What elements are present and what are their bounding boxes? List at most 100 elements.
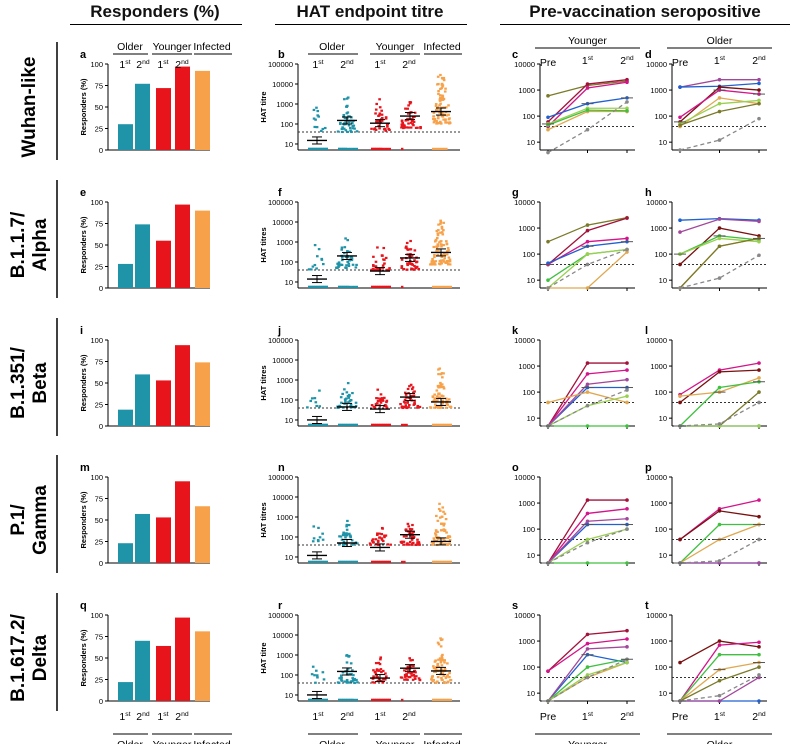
data-point (448, 258, 452, 261)
data-point (321, 147, 324, 150)
x-label-2nd-num: 2 (752, 55, 758, 67)
y-tick-label: 10000 (514, 336, 535, 345)
data-point (350, 672, 353, 676)
series-point (585, 632, 590, 637)
ordinal-younger-2nd-sup: nd (181, 711, 189, 718)
series-point (625, 77, 629, 82)
data-point (315, 669, 318, 672)
data-point (353, 677, 356, 681)
series-point (757, 368, 761, 372)
data-point (314, 423, 317, 426)
data-point (408, 396, 411, 399)
variant-label: Beta (30, 362, 51, 404)
data-point (434, 681, 438, 684)
series-point (585, 403, 590, 408)
data-point (375, 674, 379, 677)
data-point (436, 405, 440, 408)
data-point (376, 540, 380, 544)
data-point (379, 698, 383, 701)
data-point (400, 119, 404, 122)
data-point (439, 509, 442, 512)
series-point (757, 101, 761, 106)
series-point (757, 673, 761, 677)
y-axis-label: Responders (%) (79, 491, 88, 549)
data-point (434, 670, 437, 673)
data-point (372, 268, 376, 271)
data-point (404, 246, 408, 249)
data-point (382, 423, 385, 426)
data-point (405, 668, 408, 671)
data-point (404, 107, 407, 110)
data-point (338, 535, 341, 538)
data-point (341, 256, 344, 259)
series-point (678, 394, 682, 398)
data-point (379, 560, 383, 563)
data-point (444, 106, 448, 109)
series-point (625, 216, 629, 220)
data-point (410, 674, 414, 677)
data-point (439, 120, 442, 123)
series-line (547, 528, 628, 564)
series-point (757, 239, 761, 244)
data-point (445, 261, 449, 264)
series-point (717, 639, 722, 643)
series-point (585, 519, 590, 524)
data-point (407, 675, 411, 679)
series-line (679, 118, 760, 151)
data-point (433, 263, 437, 266)
data-point (441, 85, 444, 88)
data-point (434, 285, 437, 288)
data-point (375, 285, 378, 288)
data-point (413, 111, 417, 114)
data-point (439, 221, 443, 224)
data-point (316, 255, 319, 258)
series-point (625, 498, 629, 502)
data-point (437, 665, 440, 668)
y-tick-label: 100 (522, 250, 535, 259)
data-point (308, 423, 311, 426)
data-point (347, 262, 351, 265)
data-point (440, 227, 444, 230)
y-tick-label: 25 (95, 125, 103, 134)
y-tick-label: 10 (285, 278, 293, 287)
data-point (443, 522, 446, 525)
data-point (310, 423, 313, 426)
series-point (717, 101, 722, 106)
panel-letter: m (80, 462, 90, 474)
series-point (678, 230, 682, 234)
y-tick-label: 25 (95, 263, 103, 272)
series-point (757, 376, 761, 380)
data-point (348, 532, 351, 535)
data-point (312, 108, 316, 112)
data-point (388, 267, 391, 270)
series-point (678, 115, 682, 120)
data-point (375, 119, 379, 123)
data-point (377, 560, 380, 563)
data-point (381, 264, 385, 267)
data-point (321, 262, 325, 266)
series-point (546, 150, 550, 155)
data-point (353, 560, 356, 563)
bar-younger-1st (156, 240, 171, 288)
data-point (351, 677, 354, 680)
data-point (340, 248, 344, 251)
data-point (375, 533, 379, 536)
data-point (406, 262, 409, 265)
data-point (437, 507, 441, 511)
data-point (377, 678, 381, 681)
data-point (441, 98, 444, 101)
data-point (313, 674, 316, 677)
data-point (313, 397, 317, 400)
data-point (444, 87, 447, 90)
data-point (338, 285, 341, 288)
data-point (313, 263, 317, 267)
data-point (336, 406, 339, 409)
data-point (440, 231, 444, 234)
data-point (410, 528, 414, 531)
y-tick-label: 10 (285, 553, 293, 562)
data-point (311, 665, 315, 668)
data-point (316, 147, 320, 150)
data-point (408, 261, 411, 264)
ordinal-younger-2nd: 2nd (175, 59, 189, 71)
